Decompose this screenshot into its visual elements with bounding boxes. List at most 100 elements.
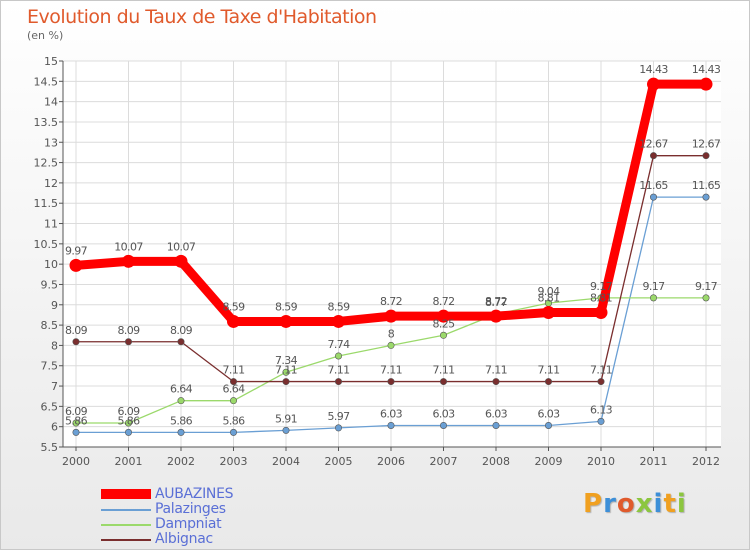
legend-item-albignac[interactable]: Albignac [101, 531, 401, 547]
logo-letter: x [635, 489, 654, 519]
data-point [125, 338, 133, 346]
y-tick-label: 14.5 [34, 75, 59, 88]
data-point [649, 152, 657, 160]
legend-item-aubazines[interactable]: AUBAZINES [101, 486, 401, 502]
data-point [387, 421, 395, 429]
data-label: 5.86 [65, 414, 88, 427]
data-point [544, 378, 552, 386]
data-label: 5.86 [117, 414, 140, 427]
data-point [282, 368, 290, 376]
data-label: 8.72 [432, 295, 454, 308]
legend-label: Dampniat [155, 516, 222, 532]
y-tick-label: 11.5 [34, 197, 59, 210]
data-label: 9.17 [642, 280, 665, 293]
data-point [72, 419, 80, 427]
data-label: 10.07 [167, 240, 196, 253]
y-tick-label: 7.5 [41, 360, 59, 373]
proxiti-logo: Proxiti [583, 489, 687, 519]
data-point [439, 331, 447, 339]
data-label: 7.11 [222, 364, 244, 377]
y-tick-label: 13 [44, 136, 58, 149]
data-label: 5.91 [275, 412, 297, 425]
y-tick-label: 9.5 [41, 278, 59, 291]
data-point [492, 421, 500, 429]
data-point [125, 419, 133, 427]
data-label: 6.64 [170, 383, 193, 396]
data-point [387, 341, 395, 349]
data-point [72, 428, 80, 436]
y-tick-label: 5.5 [41, 441, 59, 454]
data-point [334, 352, 342, 360]
data-label: 8.09 [170, 324, 193, 337]
x-tick-label: 2003 [220, 455, 248, 468]
legend-label: Palazinges [155, 501, 226, 517]
data-label: 7.11 [485, 364, 507, 377]
x-tick-label: 2012 [692, 455, 720, 468]
logo-letter: i [653, 489, 664, 519]
data-label: 5.86 [170, 414, 193, 427]
data-label: 9.04 [537, 285, 560, 298]
y-tick-label: 7 [51, 380, 58, 393]
y-tick-label: 13.5 [34, 116, 59, 129]
data-point [282, 426, 290, 434]
x-tick-label: 2006 [377, 455, 405, 468]
data-point [439, 421, 447, 429]
data-label: 8.25 [432, 317, 455, 330]
data-label: 7.11 [590, 364, 612, 377]
data-label: 11.65 [692, 179, 721, 192]
data-label: 7.11 [432, 364, 454, 377]
data-label: 9.17 [695, 280, 718, 293]
unit-label: (en %) [27, 29, 64, 42]
data-label: 6.03 [485, 407, 508, 420]
data-point [69, 258, 83, 272]
data-point [702, 193, 710, 201]
data-label: 10.07 [114, 240, 143, 253]
y-tick-label: 12 [44, 177, 58, 190]
data-label: 14.43 [692, 63, 721, 76]
data-point [334, 424, 342, 432]
y-tick-label: 14 [44, 96, 58, 109]
data-point [699, 77, 713, 91]
data-point [177, 397, 185, 405]
data-point [227, 314, 240, 328]
data-label: 8.72 [485, 295, 507, 308]
data-point [230, 428, 238, 436]
data-point [649, 193, 657, 201]
x-tick-label: 2002 [167, 455, 195, 468]
data-point [384, 309, 398, 323]
data-point [597, 378, 605, 386]
data-point [230, 397, 238, 405]
legend-swatch [101, 539, 151, 541]
y-tick-label: 15 [44, 55, 58, 68]
x-tick-label: 2007 [430, 455, 458, 468]
data-point [649, 294, 657, 302]
y-tick-label: 8 [51, 339, 58, 352]
data-point [597, 417, 605, 425]
data-point [177, 338, 185, 346]
legend-item-palazinges[interactable]: Palazinges [101, 501, 401, 517]
legend: AUBAZINES Palazinges Dampniat Albignac [101, 486, 401, 547]
y-tick-label: 8.5 [41, 319, 59, 332]
x-tick-label: 2004 [272, 455, 300, 468]
logo-letter: r [603, 489, 617, 519]
legend-swatch [101, 524, 151, 526]
data-label: 6.03 [537, 407, 560, 420]
data-point [282, 378, 290, 386]
data-label: 12.67 [692, 138, 721, 151]
data-label: 8.59 [327, 300, 350, 313]
x-tick-label: 2001 [115, 455, 143, 468]
x-tick-label: 2011 [640, 455, 668, 468]
data-label: 14.43 [639, 63, 668, 76]
x-tick-label: 2005 [325, 455, 353, 468]
data-point [489, 309, 503, 323]
data-label: 6.09 [65, 405, 88, 418]
data-label: 7.11 [327, 364, 349, 377]
data-label: 8.09 [117, 324, 140, 337]
data-label: 8.72 [380, 295, 402, 308]
data-label: 8 [388, 327, 395, 340]
data-point [72, 338, 80, 346]
data-point [492, 378, 500, 386]
legend-item-dampniat[interactable]: Dampniat [101, 516, 401, 532]
legend-label: AUBAZINES [155, 486, 234, 502]
